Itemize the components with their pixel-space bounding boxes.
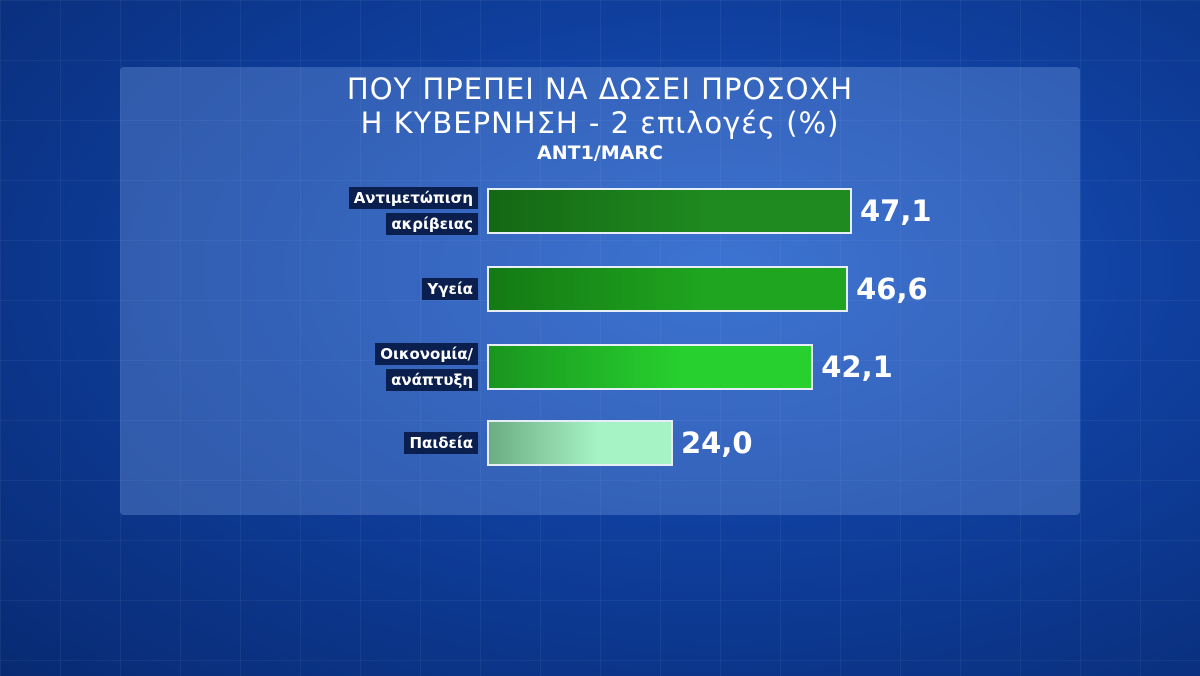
value-label: 46,6 bbox=[856, 272, 928, 306]
category-label-box: Αντιμετώπιση ακρίβειας bbox=[300, 185, 478, 237]
title-line: ΠΟΥ ΠΡΕΠΕΙ ΝΑ ΔΩΣΕΙ ΠΡΟΣΟΧΗ bbox=[346, 72, 854, 106]
category-label: Οικονομία/ ανάπτυξη bbox=[375, 343, 478, 391]
bar bbox=[487, 188, 852, 234]
bar bbox=[487, 344, 814, 390]
subtitle: ANT1/MARC bbox=[537, 142, 663, 164]
category-label: Παιδεία bbox=[404, 432, 478, 454]
category-label: Αντιμετώπιση ακρίβειας bbox=[348, 187, 478, 235]
bar bbox=[487, 266, 849, 312]
title-line: Η ΚΥΒΕΡΝΗΣΗ - 2 επιλογές (%) bbox=[360, 106, 840, 140]
value-label: 24,0 bbox=[680, 426, 753, 460]
category-label-box: Οικονομία/ ανάπτυξη bbox=[300, 341, 478, 393]
value-label: 47,1 bbox=[860, 194, 932, 228]
category-label-box: Παιδεία bbox=[300, 430, 478, 456]
value-label: 42,1 bbox=[821, 350, 893, 384]
chart-title: ΠΟΥ ΠΡΕΠΕΙ ΝΑ ΔΩΣΕΙ ΠΡΟΣΟΧΗ Η ΚΥΒΕΡΝΗΣΗ … bbox=[120, 72, 1080, 140]
category-label-box: Υγεία bbox=[300, 276, 478, 302]
category-label: Υγεία bbox=[422, 278, 478, 300]
bar bbox=[487, 420, 673, 466]
